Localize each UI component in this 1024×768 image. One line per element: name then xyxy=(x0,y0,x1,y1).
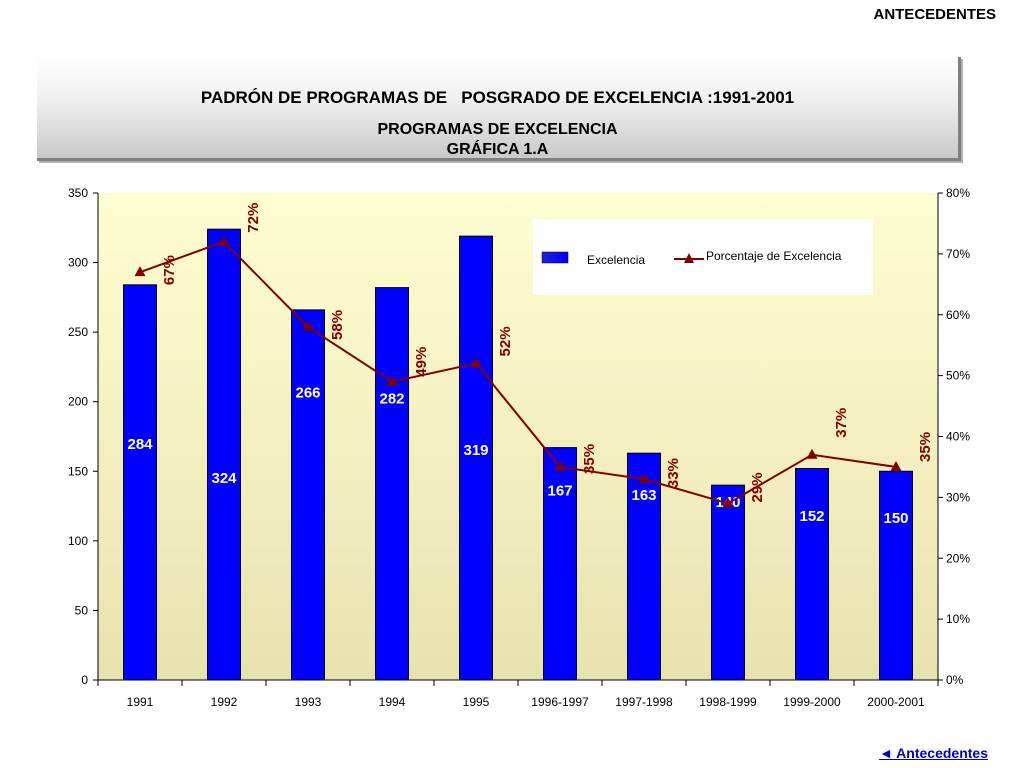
line-marker xyxy=(554,460,566,471)
bar-value-label: 324 xyxy=(211,470,237,487)
y-tick-label-left: 50 xyxy=(75,603,89,617)
line-value-label: 35% xyxy=(917,432,934,462)
bar-value-label: 163 xyxy=(631,487,656,504)
line-marker xyxy=(806,448,818,459)
percentage-line xyxy=(139,240,897,505)
x-tick-label: 1992 xyxy=(211,695,238,709)
title-box: PADRÓN DE PROGRAMAS DE POSGRADO DE EXCEL… xyxy=(37,57,961,161)
bar-value-label: 319 xyxy=(463,442,488,459)
y-tick-label-right: 40% xyxy=(946,430,970,444)
bar xyxy=(291,309,325,681)
y-tick-label-right: 0% xyxy=(946,673,964,687)
y-tick-label-right: 10% xyxy=(946,612,970,626)
legend-box xyxy=(533,219,873,295)
section-label: ANTECEDENTES xyxy=(873,6,996,23)
legend-label-excelencia: Excelencia xyxy=(587,253,645,267)
y-tick-label-right: 20% xyxy=(946,551,970,565)
y-tick-label-right: 60% xyxy=(946,308,970,322)
x-tick-label: 1991 xyxy=(127,695,154,709)
y-tick-label-left: 200 xyxy=(68,395,88,409)
y-tick-label-left: 250 xyxy=(68,325,88,339)
bar-value-label: 266 xyxy=(295,384,320,401)
line-marker xyxy=(890,460,902,471)
x-tick-label: 1998-1999 xyxy=(699,695,757,709)
y-tick-label-right: 30% xyxy=(946,490,970,504)
bar-value-label: 284 xyxy=(127,436,153,453)
chart-subtitle-line1: PROGRAMAS DE EXCELENCIA xyxy=(377,121,618,138)
chart-subtitle-line2: GRÁFICA 1.A xyxy=(446,141,549,158)
y-tick-label-left: 150 xyxy=(68,464,88,478)
legend-bar-swatch xyxy=(541,251,569,264)
bar xyxy=(123,284,157,681)
legend-marker-swatch xyxy=(684,253,694,263)
line-marker xyxy=(470,357,482,368)
line-value-label: 52% xyxy=(497,326,514,356)
bar-value-label: 150 xyxy=(883,510,908,527)
bar xyxy=(375,287,409,681)
line-value-label: 72% xyxy=(245,203,262,233)
bar xyxy=(879,470,913,681)
y-tick-label-left: 100 xyxy=(68,534,88,548)
line-value-label: 35% xyxy=(581,444,598,474)
bar xyxy=(459,235,493,681)
bar xyxy=(627,452,661,681)
line-value-label: 58% xyxy=(329,310,346,340)
x-tick-label: 1994 xyxy=(379,695,406,709)
x-tick-label: 1995 xyxy=(463,695,490,709)
line-marker xyxy=(722,497,734,508)
line-value-label: 67% xyxy=(161,255,178,285)
y-tick-label-left: 300 xyxy=(68,256,88,270)
x-tick-label: 1999-2000 xyxy=(783,695,841,709)
line-marker xyxy=(638,473,650,484)
y-tick-label-right: 50% xyxy=(946,369,970,383)
bar xyxy=(711,484,745,681)
y-tick-label-right: 70% xyxy=(946,247,970,261)
bar-value-label: 282 xyxy=(379,390,404,407)
line-value-label: 49% xyxy=(413,347,430,377)
chart-title: PADRÓN DE PROGRAMAS DE POSGRADO DE EXCEL… xyxy=(200,88,795,107)
bar-value-label: 152 xyxy=(799,508,824,525)
bar xyxy=(543,447,577,681)
bar xyxy=(795,468,829,681)
antecedentes-link[interactable]: ◄ Antecedentes xyxy=(878,745,988,761)
x-tick-label: 1997-1998 xyxy=(615,695,673,709)
line-value-label: 33% xyxy=(665,458,682,488)
y-tick-label-left: 350 xyxy=(68,186,88,200)
y-tick-label-right: 80% xyxy=(946,186,970,200)
line-value-label: 29% xyxy=(749,472,766,502)
x-tick-label: 2000-2001 xyxy=(867,695,925,709)
bar-value-label: 167 xyxy=(547,482,572,499)
x-tick-label: 1993 xyxy=(295,695,322,709)
legend-label-porcentaje: Porcentaje de Excelencia xyxy=(706,249,842,263)
y-tick-label-left: 0 xyxy=(81,673,88,687)
line-marker xyxy=(134,266,146,277)
line-marker xyxy=(302,320,314,331)
bar xyxy=(207,228,241,681)
line-value-label: 37% xyxy=(833,408,850,438)
x-tick-label: 1996-1997 xyxy=(531,695,589,709)
line-marker xyxy=(218,235,230,246)
chart-subtitle: PROGRAMAS DE EXCELENCIA GRÁFICA 1.A xyxy=(37,120,958,160)
line-marker xyxy=(386,375,398,386)
